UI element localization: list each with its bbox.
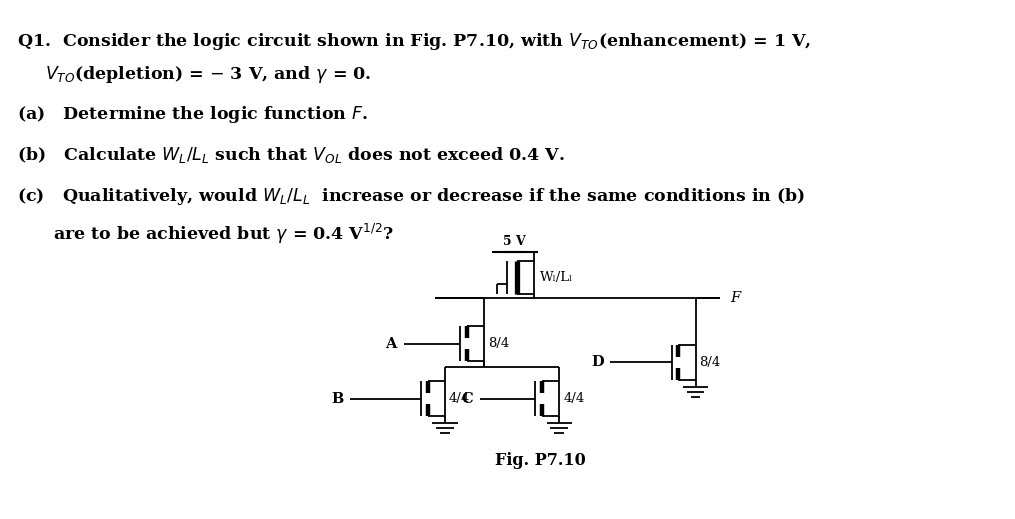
Text: (a)   Determine the logic function $F$.: (a) Determine the logic function $F$. (17, 104, 367, 125)
Text: B: B (331, 392, 343, 406)
Text: $V_{TO}$(depletion) = $-$ 3 V, and $\gamma$ = 0.: $V_{TO}$(depletion) = $-$ 3 V, and $\gam… (45, 64, 371, 85)
Text: Wₗ/Lₗ: Wₗ/Lₗ (540, 271, 573, 284)
Text: 8/4: 8/4 (699, 356, 721, 369)
Text: are to be achieved but $\gamma$ = 0.4 V$^{1/2}$?: are to be achieved but $\gamma$ = 0.4 V$… (53, 222, 394, 245)
Text: 4/4: 4/4 (449, 392, 470, 405)
Text: 8/4: 8/4 (488, 337, 510, 350)
Text: (b)   Calculate $W_L/L_L$ such that $V_{OL}$ does not exceed 0.4 V.: (b) Calculate $W_L/L_L$ such that $V_{OL… (17, 145, 564, 165)
Text: Fig. P7.10: Fig. P7.10 (494, 452, 586, 469)
Text: F: F (730, 291, 740, 305)
Text: Q1.  Consider the logic circuit shown in Fig. P7.10, with $V_{TO}$(enhancement) : Q1. Consider the logic circuit shown in … (17, 31, 811, 52)
Text: 4/4: 4/4 (563, 392, 585, 405)
Text: 5 V: 5 V (503, 235, 526, 248)
Text: A: A (386, 337, 397, 351)
Text: C: C (461, 392, 473, 406)
Text: D: D (591, 356, 604, 370)
Text: (c)   Qualitatively, would $W_L/L_L$  increase or decrease if the same condition: (c) Qualitatively, would $W_L/L_L$ incre… (17, 186, 805, 207)
